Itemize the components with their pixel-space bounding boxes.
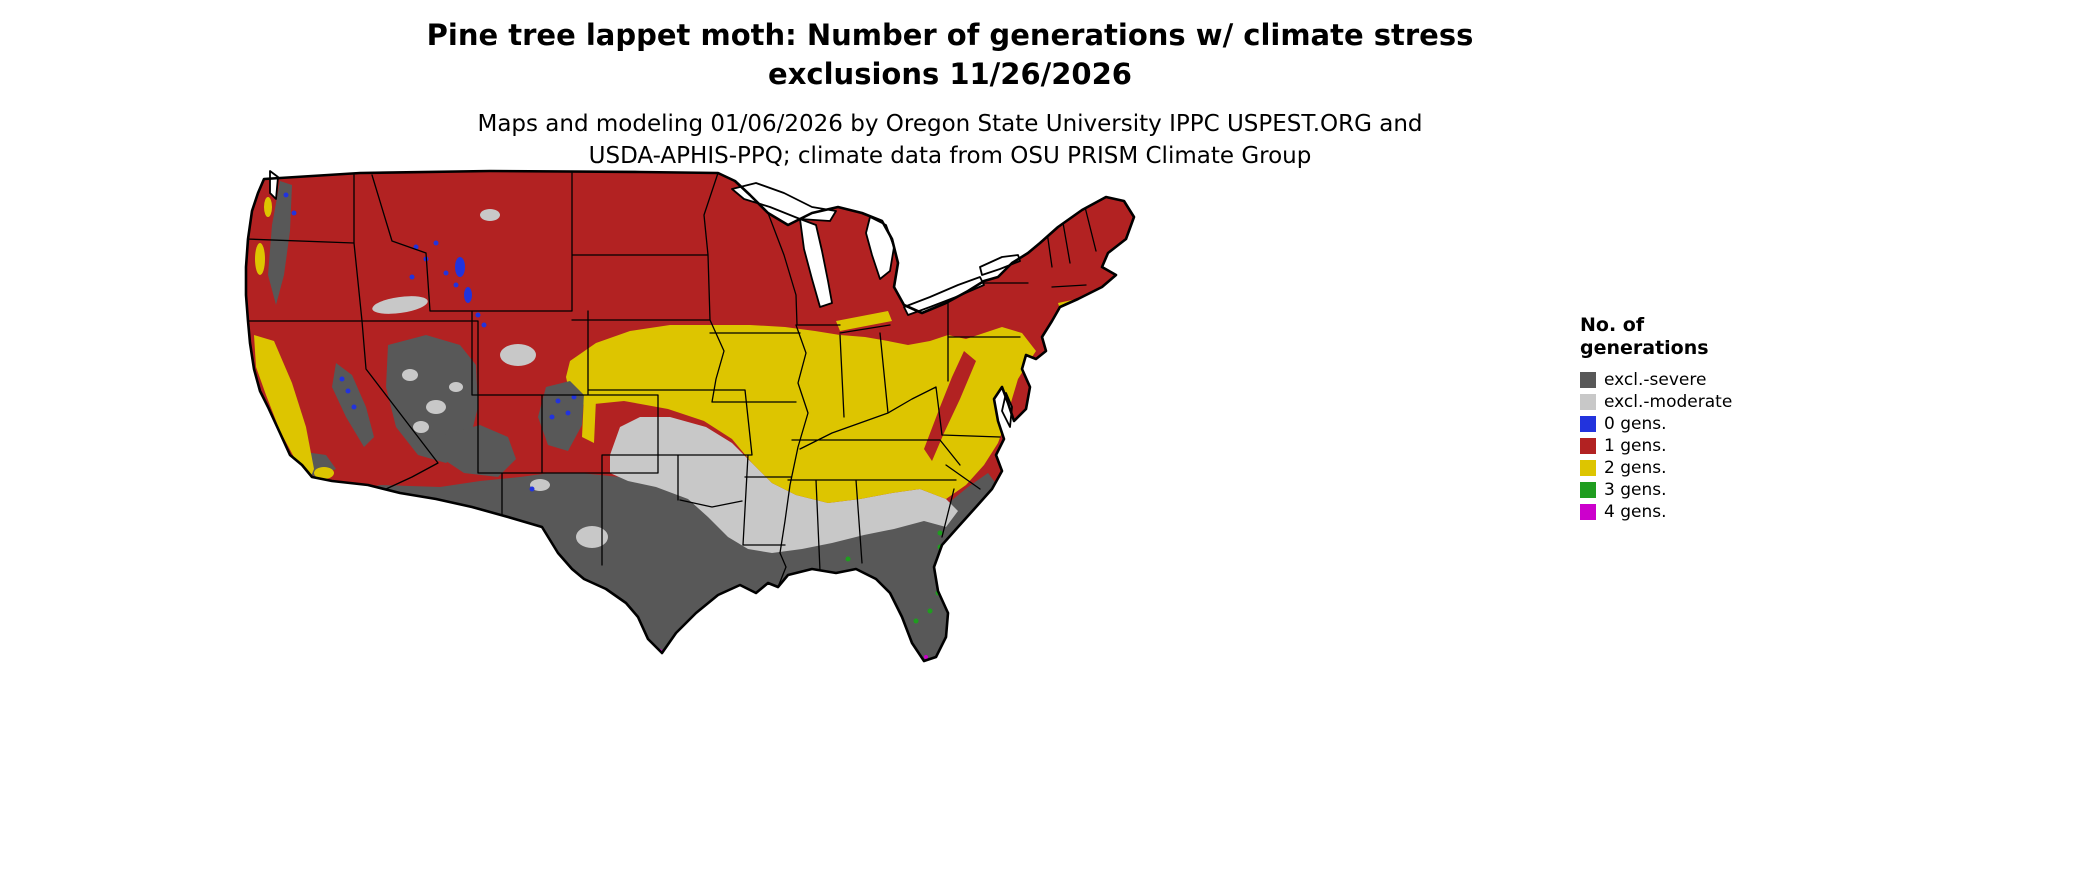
us-map-svg bbox=[244, 169, 1136, 663]
us-outline bbox=[244, 169, 1136, 663]
legend-swatch-3-gens bbox=[1580, 481, 1596, 498]
legend-items: excl.-severe excl.-moderate 0 gens. 1 ge… bbox=[1580, 369, 1732, 523]
legend-item-excl-moderate: excl.-moderate bbox=[1580, 391, 1732, 413]
page-title-line1: Pine tree lappet moth: Number of generat… bbox=[426, 18, 1474, 52]
chesapeake-bay bbox=[1001, 392, 1013, 428]
legend-title-line1: No. of bbox=[1580, 314, 1645, 336]
page-title-line2: exclusions 11/26/2026 bbox=[768, 57, 1132, 92]
subtitle: Maps and modeling 01/06/2026 by Oregon S… bbox=[0, 108, 1900, 172]
map-region-1gen-appalachian-streak bbox=[924, 351, 976, 461]
lake-erie bbox=[903, 276, 985, 316]
great-lakes-and-water bbox=[269, 170, 1021, 428]
map-region-2gen-band bbox=[566, 325, 1036, 503]
map-region-excl-moderate-band bbox=[610, 417, 958, 553]
legend-item-excl-severe: excl.-severe bbox=[1580, 369, 1732, 391]
legend-swatch-2-gens bbox=[1580, 459, 1596, 476]
legend-label: 4 gens. bbox=[1604, 501, 1667, 522]
header: Pine tree lappet moth: Number of generat… bbox=[0, 16, 1900, 173]
legend-label: 2 gens. bbox=[1604, 457, 1667, 478]
puget-sound bbox=[269, 170, 279, 200]
legend-item-1-gens: 1 gens. bbox=[1580, 435, 1732, 457]
legend-label: excl.-moderate bbox=[1604, 391, 1733, 412]
legend-swatch-excl-severe bbox=[1580, 371, 1596, 388]
legend-item-2-gens: 2 gens. bbox=[1580, 457, 1732, 479]
legend-swatch-1-gens bbox=[1580, 437, 1596, 454]
legend-swatch-0-gens bbox=[1580, 415, 1596, 432]
legend-item-4-gens: 4 gens. bbox=[1580, 501, 1732, 523]
lake-ontario bbox=[979, 254, 1021, 276]
legend-label: 1 gens. bbox=[1604, 435, 1667, 456]
legend-label: 0 gens. bbox=[1604, 413, 1667, 434]
lake-michigan bbox=[799, 218, 833, 308]
legend-item-0-gens: 0 gens. bbox=[1580, 413, 1732, 435]
legend-swatch-excl-moderate bbox=[1580, 393, 1596, 410]
us-map bbox=[240, 155, 1160, 665]
legend-swatch-4-gens bbox=[1580, 503, 1596, 520]
legend-title-line2: generations bbox=[1580, 336, 1709, 359]
map-region-0gen-specks bbox=[283, 192, 577, 492]
legend-label: excl.-severe bbox=[1604, 369, 1707, 390]
legend: No. of generations excl.-severe excl.-mo… bbox=[1580, 314, 1732, 523]
legend-label: 3 gens. bbox=[1604, 479, 1667, 500]
map-region-2gen-west-patches bbox=[254, 197, 1088, 479]
subtitle-line1: Maps and modeling 01/06/2026 by Oregon S… bbox=[477, 111, 1423, 138]
subtitle-line2: USDA-APHIS-PPQ; climate data from OSU PR… bbox=[588, 143, 1312, 170]
map-region-4gen-specks bbox=[658, 649, 928, 659]
legend-item-3-gens: 3 gens. bbox=[1580, 479, 1732, 501]
state-boundaries bbox=[246, 172, 1097, 588]
